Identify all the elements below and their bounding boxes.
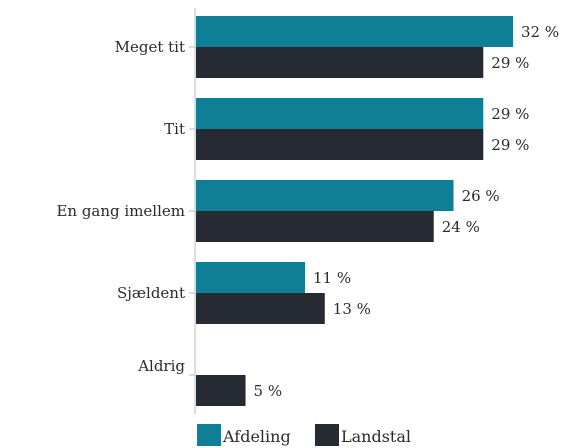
category-label-sjaeldent: Sjældent <box>117 284 185 302</box>
bar-landstal-meget-tit <box>196 47 484 78</box>
bar-afdeling-tit <box>196 98 484 129</box>
legend-item-afdeling: Afdeling <box>197 424 291 446</box>
value-label-landstal-tit: 29 % <box>491 136 529 154</box>
legend: Afdeling Landstal <box>197 424 411 446</box>
value-label-landstal-en-gang-imellem: 24 % <box>442 218 480 236</box>
value-label-afdeling-meget-tit: 32 % <box>521 23 559 41</box>
legend-item-landstal: Landstal <box>315 424 411 446</box>
legend-label-afdeling: Afdeling <box>222 427 291 446</box>
value-label-landstal-aldrig: 5 % <box>254 382 283 400</box>
bars-layer <box>196 16 513 406</box>
bar-landstal-sjaeldent <box>196 293 325 324</box>
bar-afdeling-sjaeldent <box>196 262 305 293</box>
bar-afdeling-meget-tit <box>196 16 513 47</box>
category-label-aldrig: Aldrig <box>137 357 185 375</box>
category-label-en-gang-imellem: En gang imellem <box>56 202 185 220</box>
value-label-afdeling-tit: 29 % <box>491 105 529 123</box>
value-label-afdeling-en-gang-imellem: 26 % <box>462 187 500 205</box>
legend-swatch-afdeling <box>197 424 221 446</box>
legend-swatch-landstal <box>315 424 339 446</box>
bar-landstal-tit <box>196 129 484 160</box>
value-label-landstal-meget-tit: 29 % <box>491 54 529 72</box>
labels-layer: Meget tit 32 % 29 % Tit 29 % 29 % En gang imel… <box>56 23 559 400</box>
legend-label-landstal: Landstal <box>341 427 411 446</box>
bar-landstal-en-gang-imellem <box>196 211 434 242</box>
value-label-afdeling-sjaeldent: 11 % <box>313 269 351 287</box>
value-label-landstal-sjaeldent: 13 % <box>333 300 371 318</box>
bar-landstal-aldrig <box>196 375 246 406</box>
bar-afdeling-en-gang-imellem <box>196 180 454 211</box>
category-label-meget-tit: Meget tit <box>115 38 185 56</box>
category-label-tit: Tit <box>164 120 185 138</box>
